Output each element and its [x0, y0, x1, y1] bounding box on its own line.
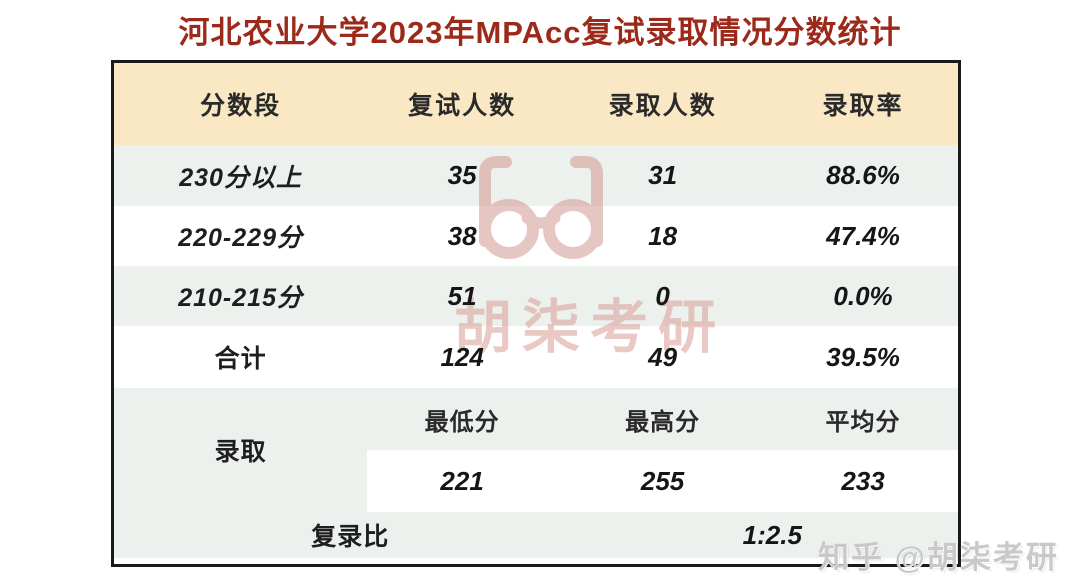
row-label: 230分以上: [179, 163, 302, 192]
table-row-total: 合计 124 49 39.5%: [114, 326, 958, 388]
cell-admitted-count: 18: [648, 220, 678, 251]
subheader-avg-score: 平均分: [825, 408, 901, 436]
cell-admission-rate: 0.0%: [833, 280, 893, 311]
admission-subheader-row: 最低分 最高分 平均分: [367, 388, 958, 450]
cell-admitted-count: 31: [648, 160, 678, 190]
table-row: 220-229分 38 18 47.4%: [114, 206, 958, 266]
row-label: 合计: [214, 345, 267, 373]
value-avg-score: 233: [841, 465, 885, 496]
cell-admission-rate: 47.4%: [826, 220, 900, 251]
subheader-max-score: 最高分: [625, 408, 701, 436]
value-min-score: 221: [440, 465, 484, 496]
page-title: 河北农业大学2023年MPAcc复试录取情况分数统计: [178, 15, 902, 50]
admission-row: 录取 最低分 最高分 平均分 221 255 233: [114, 388, 958, 512]
row-label: 220-229分: [178, 224, 303, 252]
admission-label: 录取: [214, 438, 267, 466]
cell-review-count: 51: [447, 280, 477, 311]
table-bottom-padding: [114, 558, 958, 563]
cell-review-count: 124: [440, 341, 484, 372]
cell-review-count: 38: [447, 220, 477, 251]
subheader-min-score: 最低分: [424, 408, 500, 436]
table-header-row: 分数段 复试人数 录取人数 录取率: [114, 63, 958, 145]
row-label: 210-215分: [178, 284, 303, 312]
header-cell-score-range: 分数段: [200, 92, 282, 120]
cell-admission-rate: 39.5%: [826, 341, 900, 372]
table-row: 230分以上 35 31 88.6%: [114, 145, 958, 206]
header-cell-review-count: 复试人数: [408, 92, 517, 120]
table-row: 210-215分 51 0 0.0%: [114, 266, 958, 326]
cell-admission-rate: 88.6%: [826, 160, 900, 190]
cell-admitted-count: 0: [655, 280, 670, 311]
header-cell-admitted-count: 录取人数: [608, 92, 717, 120]
cell-review-count: 35: [447, 160, 477, 190]
ratio-row: 复录比 1:2.5: [114, 512, 958, 558]
value-max-score: 255: [640, 465, 685, 496]
header-cell-admission-rate: 录取率: [822, 92, 904, 120]
ratio-label: 复录比: [311, 523, 390, 551]
admission-detail: 最低分 最高分 平均分 221 255 233: [367, 388, 958, 512]
admission-values-row: 221 255 233: [367, 450, 958, 512]
cell-admitted-count: 49: [648, 341, 678, 372]
stats-table: 分数段 复试人数 录取人数 录取率 230分以上 35 31 88.6% 220…: [111, 60, 961, 567]
ratio-value: 1:2.5: [742, 519, 802, 550]
